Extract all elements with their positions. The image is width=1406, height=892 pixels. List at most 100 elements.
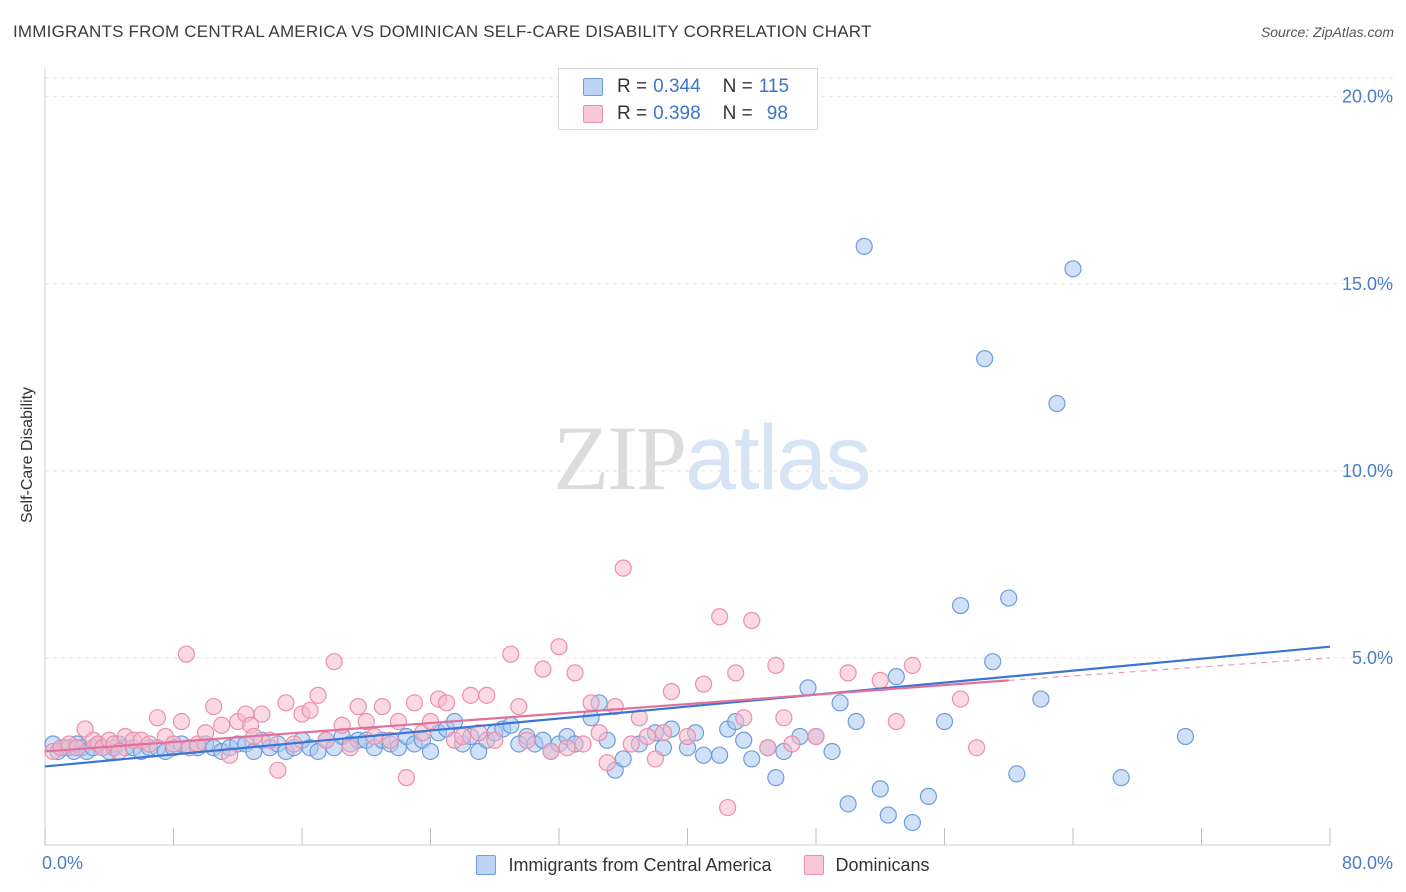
point-dominicans bbox=[277, 694, 295, 712]
point-dominicans bbox=[590, 724, 608, 742]
point-dominicans bbox=[968, 739, 986, 757]
point-dominicans bbox=[309, 686, 327, 704]
point-dominicans bbox=[719, 798, 737, 817]
legend-n-value: 98 bbox=[766, 103, 788, 124]
point-dominicans bbox=[759, 739, 777, 757]
x-tick-label: 0.0% bbox=[42, 853, 83, 873]
point-central-america bbox=[767, 769, 785, 787]
legend-item-central-america[interactable]: Immigrants from Central America bbox=[476, 854, 772, 876]
point-central-america bbox=[919, 787, 938, 805]
legend-n-label: N = bbox=[722, 103, 753, 124]
point-central-america bbox=[421, 742, 440, 761]
point-dominicans bbox=[478, 686, 496, 704]
legend-swatch-pink bbox=[583, 105, 603, 123]
point-central-america bbox=[743, 750, 761, 768]
legend-label: Immigrants from Central America bbox=[508, 854, 772, 875]
point-dominicans bbox=[622, 735, 640, 753]
point-central-america bbox=[1008, 765, 1026, 783]
point-dominicans bbox=[646, 750, 664, 768]
point-dominicans bbox=[172, 712, 191, 731]
point-dominicans bbox=[839, 664, 857, 682]
point-dominicans bbox=[325, 653, 343, 671]
trend-line-dominicans-extension bbox=[1008, 657, 1331, 681]
point-dominicans bbox=[253, 705, 271, 723]
axes bbox=[44, 68, 1331, 846]
legend-label: Dominicans bbox=[835, 854, 930, 875]
trend-line-dominicans bbox=[44, 679, 1009, 753]
legend-r-label: R = bbox=[617, 103, 648, 124]
series-dominicans-points bbox=[44, 559, 986, 817]
point-central-america bbox=[1064, 260, 1082, 278]
point-dominicans bbox=[711, 608, 729, 626]
legend-swatch-blue bbox=[476, 855, 497, 875]
point-dominicans bbox=[582, 694, 600, 712]
point-dominicans bbox=[743, 611, 761, 630]
watermark-atlas: atlas bbox=[685, 407, 871, 509]
point-dominicans bbox=[694, 675, 713, 693]
point-dominicans bbox=[638, 727, 656, 746]
point-central-america bbox=[1032, 690, 1050, 708]
point-central-america bbox=[694, 746, 713, 764]
point-dominicans bbox=[205, 697, 223, 716]
point-dominicans bbox=[462, 686, 480, 704]
point-dominicans bbox=[662, 682, 681, 701]
tick-labels: 5.0% 10.0% 15.0% 20.0% 0.0% 80.0% bbox=[42, 87, 1393, 873]
source-credit: Source: ZipAtlas.com bbox=[1260, 24, 1394, 40]
point-dominicans bbox=[405, 694, 424, 712]
point-dominicans bbox=[486, 731, 504, 749]
series-legend: Immigrants from Central America Dominica… bbox=[0, 852, 1406, 878]
point-dominicans bbox=[558, 739, 576, 757]
point-dominicans bbox=[727, 664, 745, 682]
point-dominicans bbox=[678, 727, 697, 746]
y-tick-label: 5.0% bbox=[1352, 648, 1393, 668]
point-dominicans bbox=[177, 645, 195, 663]
legend-swatch-pink bbox=[803, 855, 824, 875]
point-dominicans bbox=[775, 709, 793, 727]
legend-n-label: N = bbox=[722, 76, 753, 97]
point-dominicans bbox=[349, 697, 367, 716]
legend-n-value: 115 bbox=[758, 76, 790, 97]
legend-row-dominicans: R = 0.398 N = 98 bbox=[583, 101, 788, 127]
point-dominicans bbox=[887, 712, 905, 731]
point-central-america bbox=[502, 716, 520, 734]
trend-lines bbox=[44, 645, 1331, 768]
point-central-america bbox=[871, 780, 889, 798]
point-dominicans bbox=[566, 664, 584, 682]
point-central-america bbox=[1112, 769, 1130, 787]
point-dominicans bbox=[735, 709, 753, 727]
point-central-america bbox=[735, 731, 753, 749]
point-central-america bbox=[823, 742, 841, 761]
point-dominicans bbox=[357, 712, 375, 731]
point-dominicans bbox=[614, 559, 632, 577]
point-central-america bbox=[976, 350, 994, 368]
legend-row-central-america: R = 0.344 N = 115 bbox=[583, 74, 789, 100]
point-dominicans bbox=[903, 656, 921, 675]
point-central-america bbox=[839, 795, 857, 813]
point-central-america bbox=[879, 806, 897, 824]
legend-swatch-blue bbox=[583, 78, 603, 96]
point-dominicans bbox=[574, 735, 592, 753]
point-central-america bbox=[887, 668, 905, 686]
point-dominicans bbox=[437, 694, 456, 712]
correlation-legend: R = 0.344 N = 115 R = 0.398 N = 98 bbox=[558, 68, 818, 130]
legend-r-value: 0.398 bbox=[653, 103, 701, 124]
point-dominicans bbox=[871, 671, 889, 689]
point-central-america bbox=[1048, 394, 1066, 413]
point-dominicans bbox=[389, 712, 407, 731]
legend-item-dominicans[interactable]: Dominicans bbox=[803, 854, 930, 876]
point-central-america bbox=[831, 694, 849, 712]
point-dominicans bbox=[767, 656, 785, 675]
point-dominicans bbox=[164, 735, 183, 753]
point-dominicans bbox=[397, 769, 416, 787]
point-dominicans bbox=[301, 701, 319, 719]
point-dominicans bbox=[221, 746, 239, 764]
watermark: ZIPatlas bbox=[553, 405, 871, 511]
point-central-america bbox=[951, 596, 970, 615]
point-dominicans bbox=[197, 724, 215, 742]
point-central-america bbox=[935, 712, 954, 731]
point-dominicans bbox=[542, 742, 560, 761]
series-central-america-points bbox=[44, 237, 1195, 832]
point-dominicans bbox=[807, 727, 825, 746]
point-central-america bbox=[847, 712, 865, 731]
